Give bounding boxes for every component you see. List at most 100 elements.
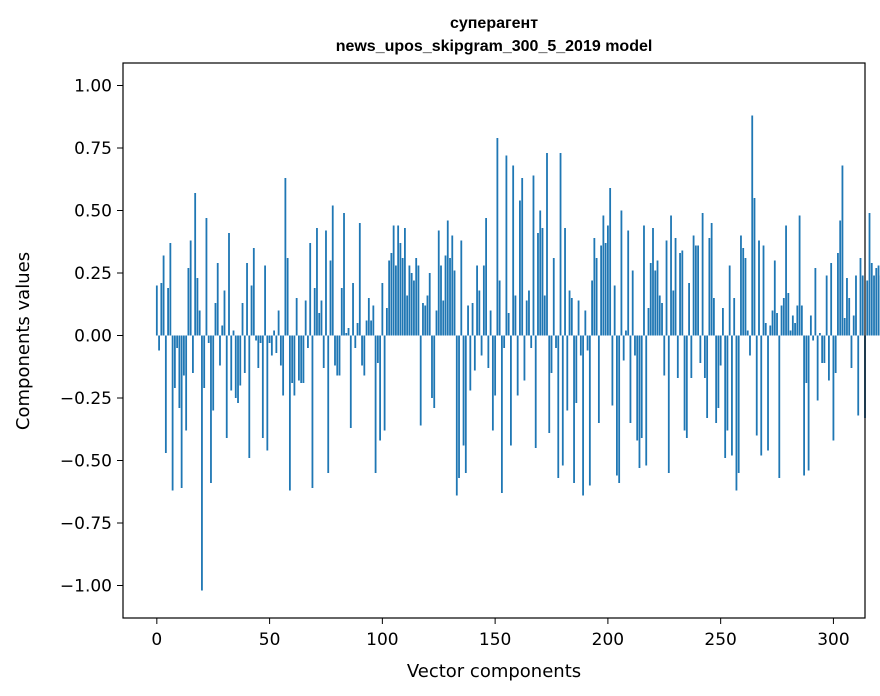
- bar-282: [791, 315, 794, 336]
- bar-152: [498, 280, 501, 336]
- bar-214: [638, 335, 641, 468]
- bar-189: [582, 335, 584, 496]
- bar-186: [575, 335, 578, 403]
- bar-26: [214, 303, 217, 336]
- bar-263: [749, 335, 751, 356]
- bar-157: [510, 335, 512, 446]
- bar-190: [584, 310, 587, 336]
- bar-194: [593, 238, 596, 336]
- bar-36: [237, 335, 239, 403]
- bar-298: [828, 335, 830, 381]
- bar-268: [760, 335, 763, 456]
- bar-86: [349, 335, 352, 428]
- bar-165: [528, 290, 530, 336]
- bar-264: [751, 115, 754, 336]
- bar-285: [798, 215, 801, 336]
- bar-8: [173, 335, 176, 388]
- bar-170: [539, 210, 542, 336]
- bar-149: [491, 335, 494, 431]
- x-tick-label: 250: [704, 630, 736, 650]
- bar-198: [602, 215, 605, 336]
- bar-257: [735, 335, 738, 491]
- bar-182: [566, 335, 569, 411]
- bar-265: [753, 198, 756, 336]
- bar-305: [843, 318, 846, 336]
- bar-72: [318, 313, 321, 336]
- bar-69: [311, 335, 314, 488]
- bar-210: [629, 335, 632, 423]
- bar-135: [460, 240, 463, 336]
- bar-59: [288, 335, 291, 491]
- bar-113: [410, 273, 413, 336]
- bar-315: [866, 280, 869, 336]
- bar-253: [726, 335, 729, 431]
- bar-143: [478, 290, 481, 336]
- bar-92: [363, 335, 366, 376]
- bar-64: [300, 335, 303, 383]
- bar-90: [358, 223, 361, 336]
- bar-299: [830, 263, 833, 336]
- bar-161: [519, 200, 521, 336]
- bar-97: [374, 335, 377, 473]
- bar-117: [419, 335, 422, 426]
- bar-277: [780, 305, 783, 336]
- bar-287: [803, 335, 805, 476]
- bar-78: [331, 205, 334, 336]
- bar-233: [681, 250, 684, 336]
- bar-0: [155, 285, 158, 336]
- y-tick-label: −0.25: [60, 389, 112, 409]
- bar-50: [268, 335, 271, 343]
- bar-318: [873, 275, 875, 336]
- bar-141: [473, 335, 476, 371]
- y-axis-ticks: −1.00 −0.75 −0.50 −0.25 0.00 0.25 0.50 0.75 1.00: [60, 77, 123, 597]
- bar-106: [394, 265, 397, 336]
- bar-52: [273, 330, 275, 336]
- bar-37: [239, 335, 242, 386]
- bar-293: [816, 335, 819, 401]
- bar-57: [284, 178, 287, 336]
- x-axis-label: Vector components: [407, 661, 581, 682]
- bar-28: [219, 335, 221, 366]
- bar-255: [731, 335, 733, 456]
- bar-43: [252, 248, 255, 336]
- bar-280: [787, 293, 790, 336]
- bar-200: [606, 225, 609, 336]
- bar-235: [685, 335, 688, 438]
- bar-176: [552, 258, 555, 336]
- y-tick-label: 0.50: [74, 202, 112, 222]
- bar-85: [347, 328, 350, 336]
- bar-34: [232, 330, 235, 336]
- bar-312: [859, 258, 862, 336]
- bar-297: [825, 275, 828, 336]
- bar-316: [868, 213, 871, 336]
- bar-40: [246, 263, 248, 336]
- bar-98: [376, 335, 379, 363]
- bar-115: [415, 258, 418, 336]
- bar-246: [710, 223, 713, 336]
- bar-33: [230, 335, 233, 391]
- bar-55: [279, 335, 282, 366]
- bar-218: [647, 308, 650, 336]
- bar-65: [302, 335, 305, 383]
- bar-95: [370, 320, 372, 336]
- bar-309: [852, 315, 855, 336]
- bar-67: [307, 335, 309, 348]
- bar-303: [839, 220, 842, 336]
- bar-102: [385, 308, 388, 336]
- bar-16: [192, 335, 194, 373]
- x-tick-label: 0: [151, 630, 162, 650]
- bar-241: [699, 335, 702, 363]
- bar-294: [818, 333, 821, 336]
- bar-288: [805, 335, 808, 383]
- bar-217: [645, 335, 648, 466]
- bar-229: [672, 290, 675, 336]
- bar-276: [778, 335, 781, 478]
- bar-132: [453, 270, 456, 336]
- bar-243: [703, 335, 706, 378]
- bar-175: [550, 335, 553, 373]
- bar-286: [800, 305, 803, 336]
- bar-259: [740, 235, 742, 336]
- bar-6: [169, 243, 172, 336]
- bar-83: [343, 213, 345, 336]
- bar-129: [446, 220, 449, 336]
